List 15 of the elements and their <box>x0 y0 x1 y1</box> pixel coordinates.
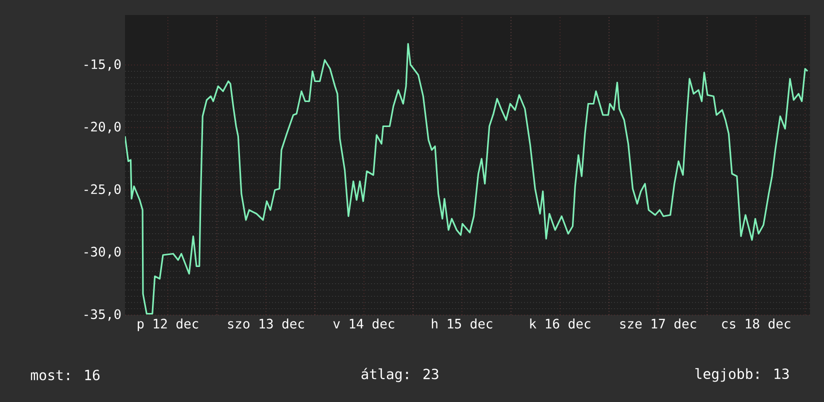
text: átlag: 23 <box>362 368 438 382</box>
text: most: 16 <box>30 370 100 380</box>
y-tick-label: -25,0 <box>84 184 121 196</box>
y-tick-label: -15,0 <box>84 59 121 71</box>
x-tick-label: v 14 dec <box>333 318 394 329</box>
x-tick-label: sze 17 dec <box>620 318 696 329</box>
y-tick-label: -20,0 <box>84 122 121 134</box>
x-tick-label: h 15 dec <box>432 318 492 329</box>
y-tick-label: -35,0 <box>84 309 121 321</box>
x-tick-label: p 12 dec <box>138 318 198 332</box>
y-tick-label: -30,0 <box>84 246 121 258</box>
text: legjobb: 13 <box>695 368 789 382</box>
x-tick-label: cs 18 dec <box>722 318 790 329</box>
x-tick-label: szo 13 dec <box>228 318 304 329</box>
x-tick-label: k 16 dec <box>530 318 590 329</box>
